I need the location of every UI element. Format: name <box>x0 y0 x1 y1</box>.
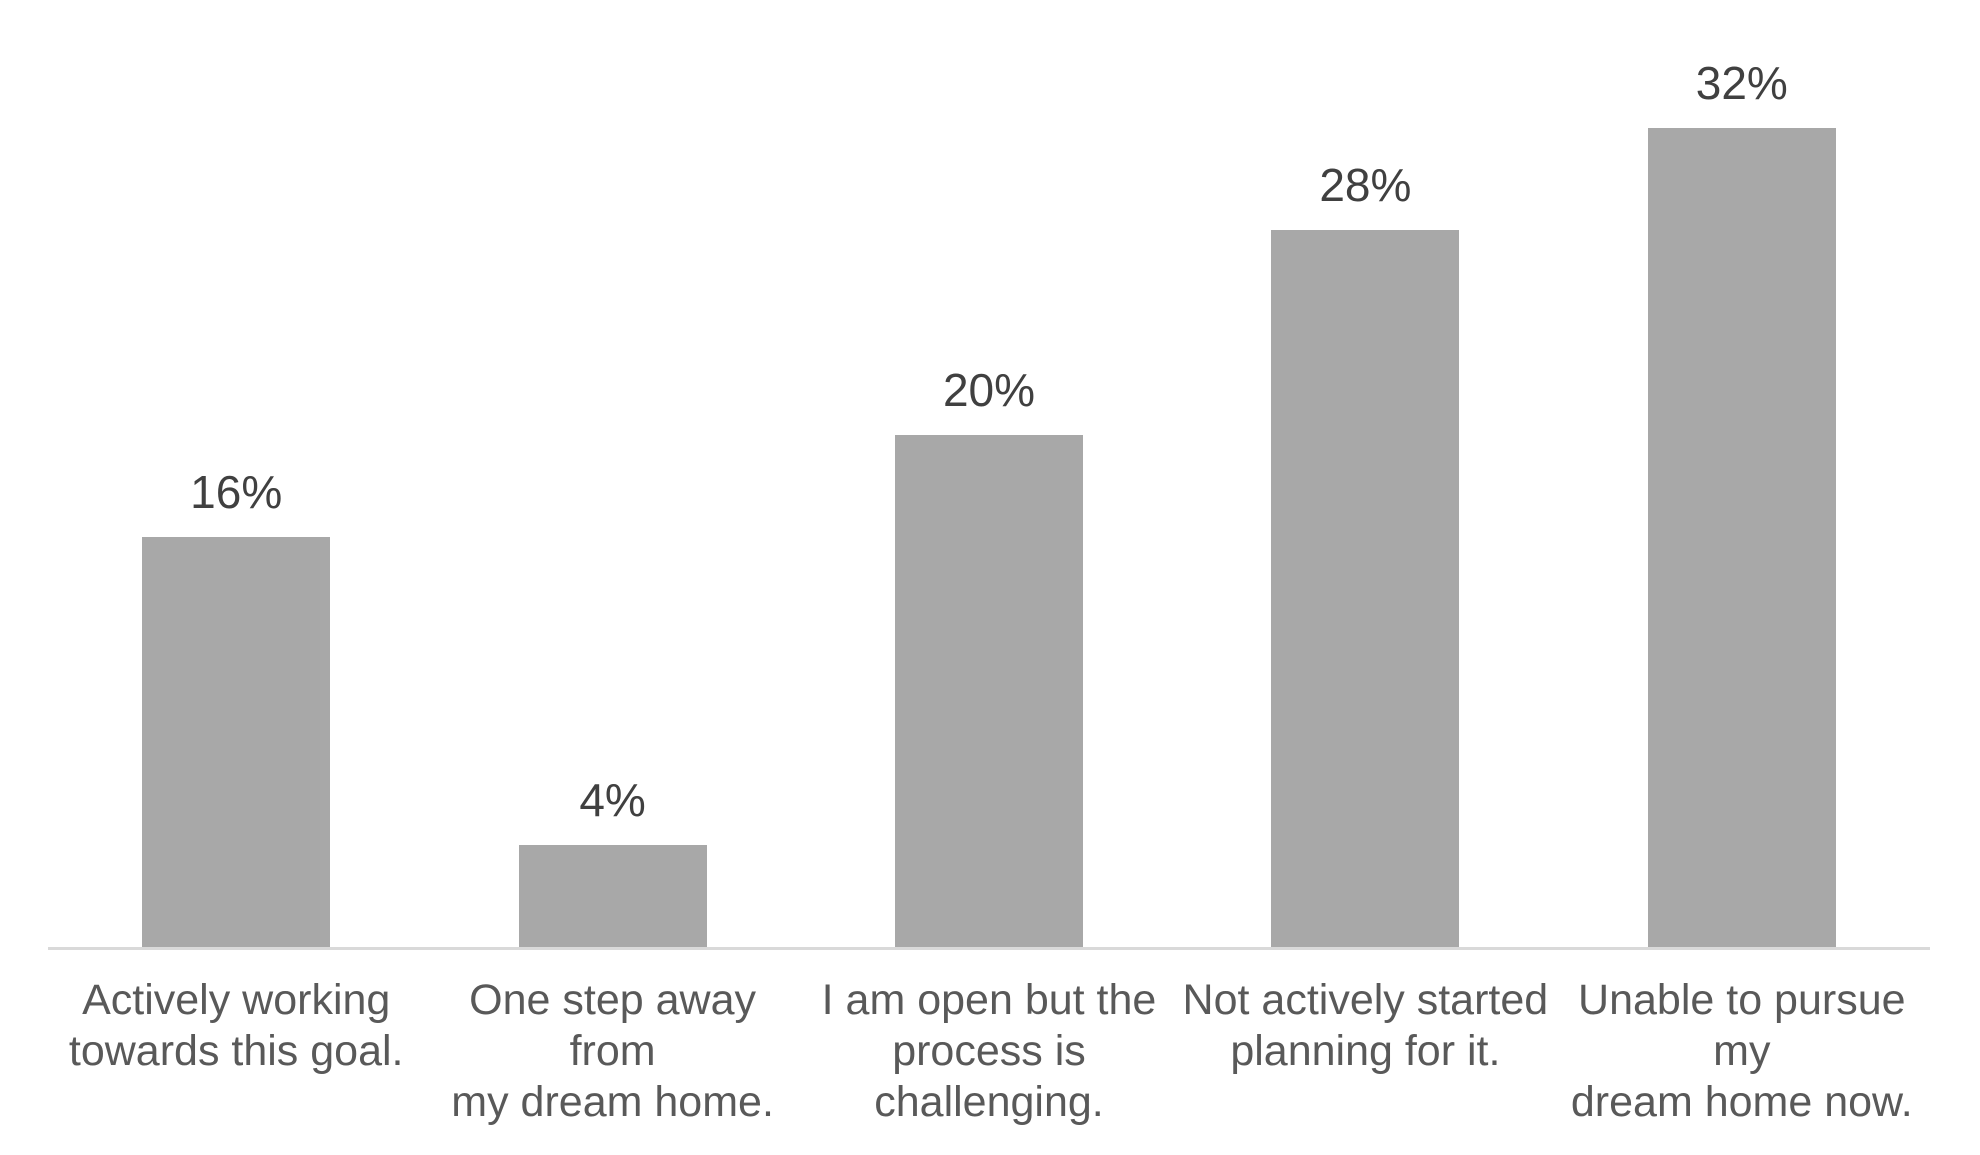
category-label-4: Not actively started planning for it. <box>1177 975 1553 1077</box>
category-label-1: Actively working towards this goal. <box>48 975 424 1077</box>
category-label-line: towards this goal. <box>68 1027 404 1075</box>
category-label-line: dream home now. <box>1570 1078 1913 1126</box>
data-label-2: 4% <box>579 773 646 826</box>
category-label-line: Not actively started <box>1182 976 1549 1024</box>
category-label-line: process is <box>892 1027 1086 1075</box>
data-label-4: 28% <box>1319 159 1412 212</box>
category-label-line: Unable to pursue my <box>1578 976 1906 1075</box>
data-label-1: 16% <box>190 466 283 519</box>
category-label-line: One step away from <box>469 976 756 1075</box>
bar-4 <box>1271 230 1460 947</box>
data-label-5: 32% <box>1695 56 1788 109</box>
data-label-3: 20% <box>942 364 1036 416</box>
category-label-3: I am open but the process is challenging. <box>801 975 1177 1128</box>
category-label-line: Actively working <box>82 976 391 1024</box>
category-label-2: One step away from my dream home. <box>424 975 800 1128</box>
bar-2 <box>518 844 707 947</box>
bar-1 <box>142 537 331 947</box>
category-label-line: planning for it. <box>1230 1027 1501 1075</box>
category-label-line: challenging. <box>874 1078 1104 1126</box>
bar-3 <box>895 435 1083 947</box>
bar-5 <box>1647 127 1836 947</box>
x-axis-line <box>48 947 1930 950</box>
category-label-line: I am open but the <box>821 976 1157 1024</box>
category-label-5: Unable to pursue my dream home now. <box>1554 975 1930 1128</box>
category-label-line: my dream home. <box>451 1078 774 1126</box>
